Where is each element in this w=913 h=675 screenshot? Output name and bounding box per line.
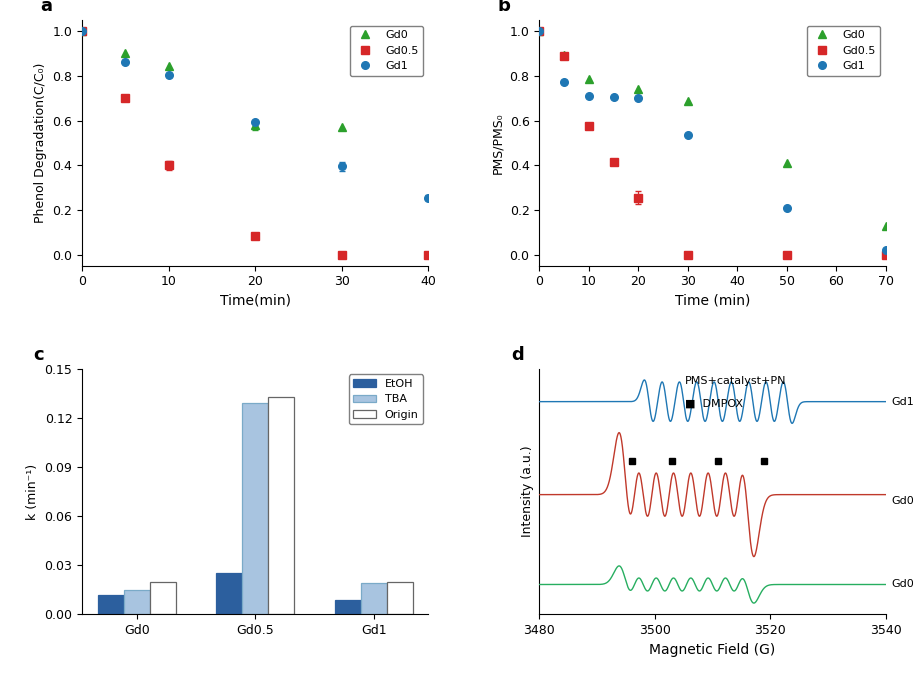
Gd0 — [336, 124, 347, 132]
Gd1 — [534, 28, 545, 36]
Gd0 — [633, 85, 644, 93]
Bar — [216, 573, 242, 614]
Gd0.5 — [559, 52, 570, 60]
Legend: Gd0, Gd0.5, Gd1: Gd0, Gd0.5, Gd1 — [350, 26, 423, 76]
Bar — [335, 599, 361, 614]
Gd0.5 — [633, 194, 644, 202]
Gd0.5 — [583, 122, 594, 130]
Text: ■  DMPOX: ■ DMPOX — [685, 398, 743, 408]
Text: a: a — [40, 0, 53, 16]
X-axis label: Time(min): Time(min) — [220, 294, 291, 308]
Line: Gd0: Gd0 — [536, 28, 889, 230]
Gd0.5 — [682, 250, 693, 259]
X-axis label: Time (min): Time (min) — [675, 294, 750, 308]
Text: b: b — [498, 0, 510, 16]
Y-axis label: PMS/PMS₀: PMS/PMS₀ — [491, 112, 504, 173]
Bar — [242, 403, 268, 614]
Text: d: d — [511, 346, 524, 364]
Gd0.5 — [534, 28, 545, 36]
Bar — [387, 582, 413, 614]
Gd0.5 — [163, 161, 174, 169]
Y-axis label: Phenol Degradation(C/C₀): Phenol Degradation(C/C₀) — [34, 63, 47, 223]
Bar — [361, 583, 387, 614]
Gd0.5 — [250, 232, 261, 240]
Gd1 — [163, 71, 174, 79]
Gd0.5 — [423, 250, 434, 259]
Line: Gd0.5: Gd0.5 — [79, 28, 432, 259]
Gd1 — [77, 28, 88, 36]
Gd0 — [682, 97, 693, 105]
Gd1 — [782, 204, 792, 212]
Line: Gd1: Gd1 — [79, 28, 432, 201]
Gd0 — [583, 76, 594, 84]
Gd1 — [423, 194, 434, 202]
Text: Gd1: Gd1 — [891, 397, 913, 406]
Y-axis label: k (min⁻¹): k (min⁻¹) — [26, 464, 39, 520]
Bar — [124, 590, 150, 614]
Gd1 — [336, 163, 347, 171]
Gd0 — [120, 49, 131, 57]
X-axis label: Magnetic Field (G): Magnetic Field (G) — [649, 643, 775, 657]
Gd0 — [559, 51, 570, 59]
Bar — [98, 595, 124, 614]
Text: PMS+catalyst+PN: PMS+catalyst+PN — [685, 376, 786, 386]
Bar — [268, 397, 294, 614]
Gd1 — [559, 78, 570, 86]
Line: Gd1: Gd1 — [536, 28, 889, 254]
Gd0.5 — [77, 28, 88, 36]
Line: Gd0.5: Gd0.5 — [536, 28, 889, 259]
Gd1 — [250, 117, 261, 126]
Y-axis label: Intensity (a.u.): Intensity (a.u.) — [520, 446, 534, 537]
Text: Gd0.5: Gd0.5 — [891, 496, 913, 506]
Gd0.5 — [608, 158, 619, 166]
Gd0 — [880, 221, 891, 230]
Gd0.5 — [782, 250, 792, 259]
Gd1 — [880, 246, 891, 254]
Gd1 — [682, 131, 693, 139]
Gd0.5 — [880, 250, 891, 259]
Legend: Gd0, Gd0.5, Gd1: Gd0, Gd0.5, Gd1 — [807, 26, 880, 76]
Gd0 — [163, 62, 174, 70]
Gd0.5 — [120, 95, 131, 103]
Gd1 — [120, 57, 131, 65]
Gd1 — [608, 93, 619, 101]
Gd0 — [77, 28, 88, 36]
Line: Gd0: Gd0 — [79, 28, 346, 131]
Gd0 — [782, 159, 792, 167]
Gd1 — [583, 92, 594, 100]
Gd0 — [534, 28, 545, 36]
Gd0.5 — [336, 250, 347, 259]
Gd0 — [250, 121, 261, 129]
Text: Gd0: Gd0 — [891, 580, 913, 589]
Legend: EtOH, TBA, Origin: EtOH, TBA, Origin — [349, 375, 423, 425]
Text: c: c — [34, 346, 45, 364]
Gd1 — [633, 95, 644, 103]
Bar — [150, 582, 176, 614]
